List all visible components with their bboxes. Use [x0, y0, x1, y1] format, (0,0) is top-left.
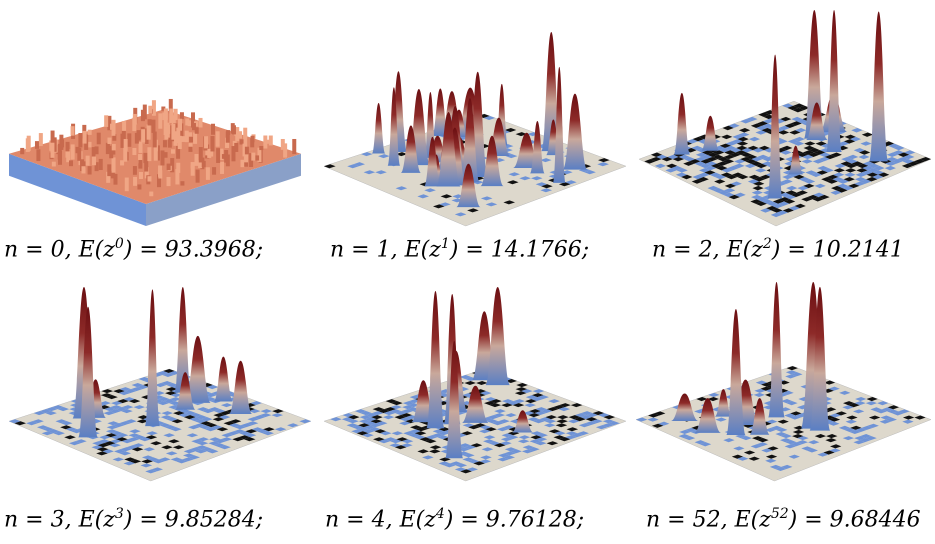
caption-exp: 2	[762, 236, 772, 252]
caption-energy-label: , E(z	[712, 237, 763, 263]
caption-n0: n = 0, E(z0) = 93.3968;	[4, 236, 263, 262]
caption-n-label: n =	[325, 507, 372, 533]
caption-exp: 3	[114, 506, 124, 522]
surface-peak	[424, 136, 441, 187]
caption-energy-label: , E(z	[385, 507, 436, 533]
surface-peak	[461, 385, 490, 423]
caption-exp: 1	[440, 236, 450, 252]
surface-peak	[553, 66, 566, 183]
caption-n-label: n =	[4, 237, 51, 263]
caption-n-label: n =	[4, 507, 51, 533]
surface-peak	[456, 163, 481, 208]
caption-exp: 0	[114, 236, 124, 252]
surface-peak	[749, 398, 770, 435]
caption-n-value: 2	[698, 237, 713, 263]
caption-energy-label: , E(z	[64, 507, 115, 533]
panel-n3	[5, 285, 315, 485]
surface-peak	[726, 308, 746, 436]
surface-peak	[228, 360, 253, 415]
caption-energy-value: 14.1766	[490, 237, 582, 263]
caption-n-value: 1	[376, 237, 391, 263]
panel-n0	[5, 60, 305, 230]
caption-exp: 52	[770, 506, 789, 522]
surface-peak	[387, 87, 401, 166]
caption-sep: ;	[581, 237, 590, 263]
surface-plot-n0	[9, 98, 301, 226]
surface-peak	[788, 145, 804, 175]
surface-peak	[805, 102, 828, 141]
floor-pattern	[330, 371, 620, 474]
caption-n-label: n =	[646, 507, 693, 533]
surface-peak	[213, 356, 234, 402]
surface-peak	[511, 410, 534, 433]
surface-plot-n4	[323, 287, 627, 482]
surface-plot-n1	[323, 32, 627, 227]
caption-sep: ;	[576, 507, 585, 533]
caption-eq: ) =	[449, 237, 491, 263]
caption-n1: n = 1, E(z1) = 14.1766;	[330, 236, 589, 262]
caption-n-label: n =	[652, 237, 699, 263]
surface-peak	[670, 393, 699, 421]
caption-eq: ) =	[123, 237, 165, 263]
surface-peak	[803, 10, 825, 139]
caption-sep: ;	[255, 507, 264, 533]
panel-n1	[320, 30, 630, 230]
surface-peak	[174, 372, 196, 410]
surface-peak	[431, 88, 449, 136]
surface-peak	[426, 291, 445, 429]
surface-peak	[809, 286, 831, 431]
surface-peak	[694, 398, 722, 433]
panel-n2	[635, 8, 935, 230]
caption-n3: n = 3, E(z3) = 9.85284;	[4, 506, 263, 532]
caption-eq: ) =	[771, 237, 813, 263]
caption-n-value: 0	[50, 237, 65, 263]
caption-eq: ) =	[444, 507, 486, 533]
caption-n4: n = 4, E(z4) = 9.76128;	[325, 506, 584, 532]
surface-plot-n3	[8, 287, 312, 482]
caption-energy-label: , E(z	[720, 507, 771, 533]
surface-peak	[701, 115, 720, 151]
surface-peak	[562, 93, 588, 170]
caption-n-value: 52	[692, 507, 721, 533]
surface-peak	[485, 287, 511, 386]
surface-peak	[826, 10, 842, 153]
surface-peak	[714, 389, 732, 417]
surface-peak	[480, 135, 504, 187]
panel-n4	[320, 285, 630, 485]
surface-peak	[768, 282, 785, 418]
caption-n-label: n =	[330, 237, 377, 263]
surface-peak	[436, 112, 461, 187]
surface-peak	[174, 287, 192, 393]
caption-energy-value: 10.2141	[812, 237, 904, 263]
surface-peak	[460, 98, 480, 183]
dense-surface-blocks	[20, 98, 297, 197]
surface-peak	[673, 92, 691, 155]
surface-peak	[184, 335, 211, 403]
caption-eq: ) =	[788, 507, 830, 533]
surface-peak	[767, 54, 783, 199]
surface-peak	[445, 340, 464, 459]
caption-n-value: 4	[371, 507, 386, 533]
surface-plot-n2	[638, 10, 932, 227]
surface-peak	[400, 125, 422, 173]
caption-n52: n = 52, E(z52) = 9.68446	[646, 506, 921, 532]
caption-sep: ;	[255, 237, 264, 263]
caption-energy-label: , E(z	[64, 237, 115, 263]
caption-energy-value: 93.3968	[164, 237, 256, 263]
caption-energy-value: 9.85284	[164, 507, 256, 533]
caption-eq: ) =	[123, 507, 165, 533]
caption-exp: 4	[435, 506, 445, 522]
surface-peak	[371, 103, 386, 154]
caption-energy-value: 9.76128	[485, 507, 577, 533]
caption-energy-label: , E(z	[390, 237, 441, 263]
caption-n-value: 3	[50, 507, 65, 533]
surface-plot-n52	[635, 282, 932, 482]
panel-n52	[632, 280, 935, 485]
caption-energy-value: 9.68446	[829, 507, 921, 533]
surface-peak	[78, 306, 98, 438]
surface-peak	[869, 11, 889, 162]
surface-peak	[530, 120, 545, 174]
surface-peak	[144, 289, 160, 427]
caption-n2: n = 2, E(z2) = 10.2141	[652, 236, 904, 262]
